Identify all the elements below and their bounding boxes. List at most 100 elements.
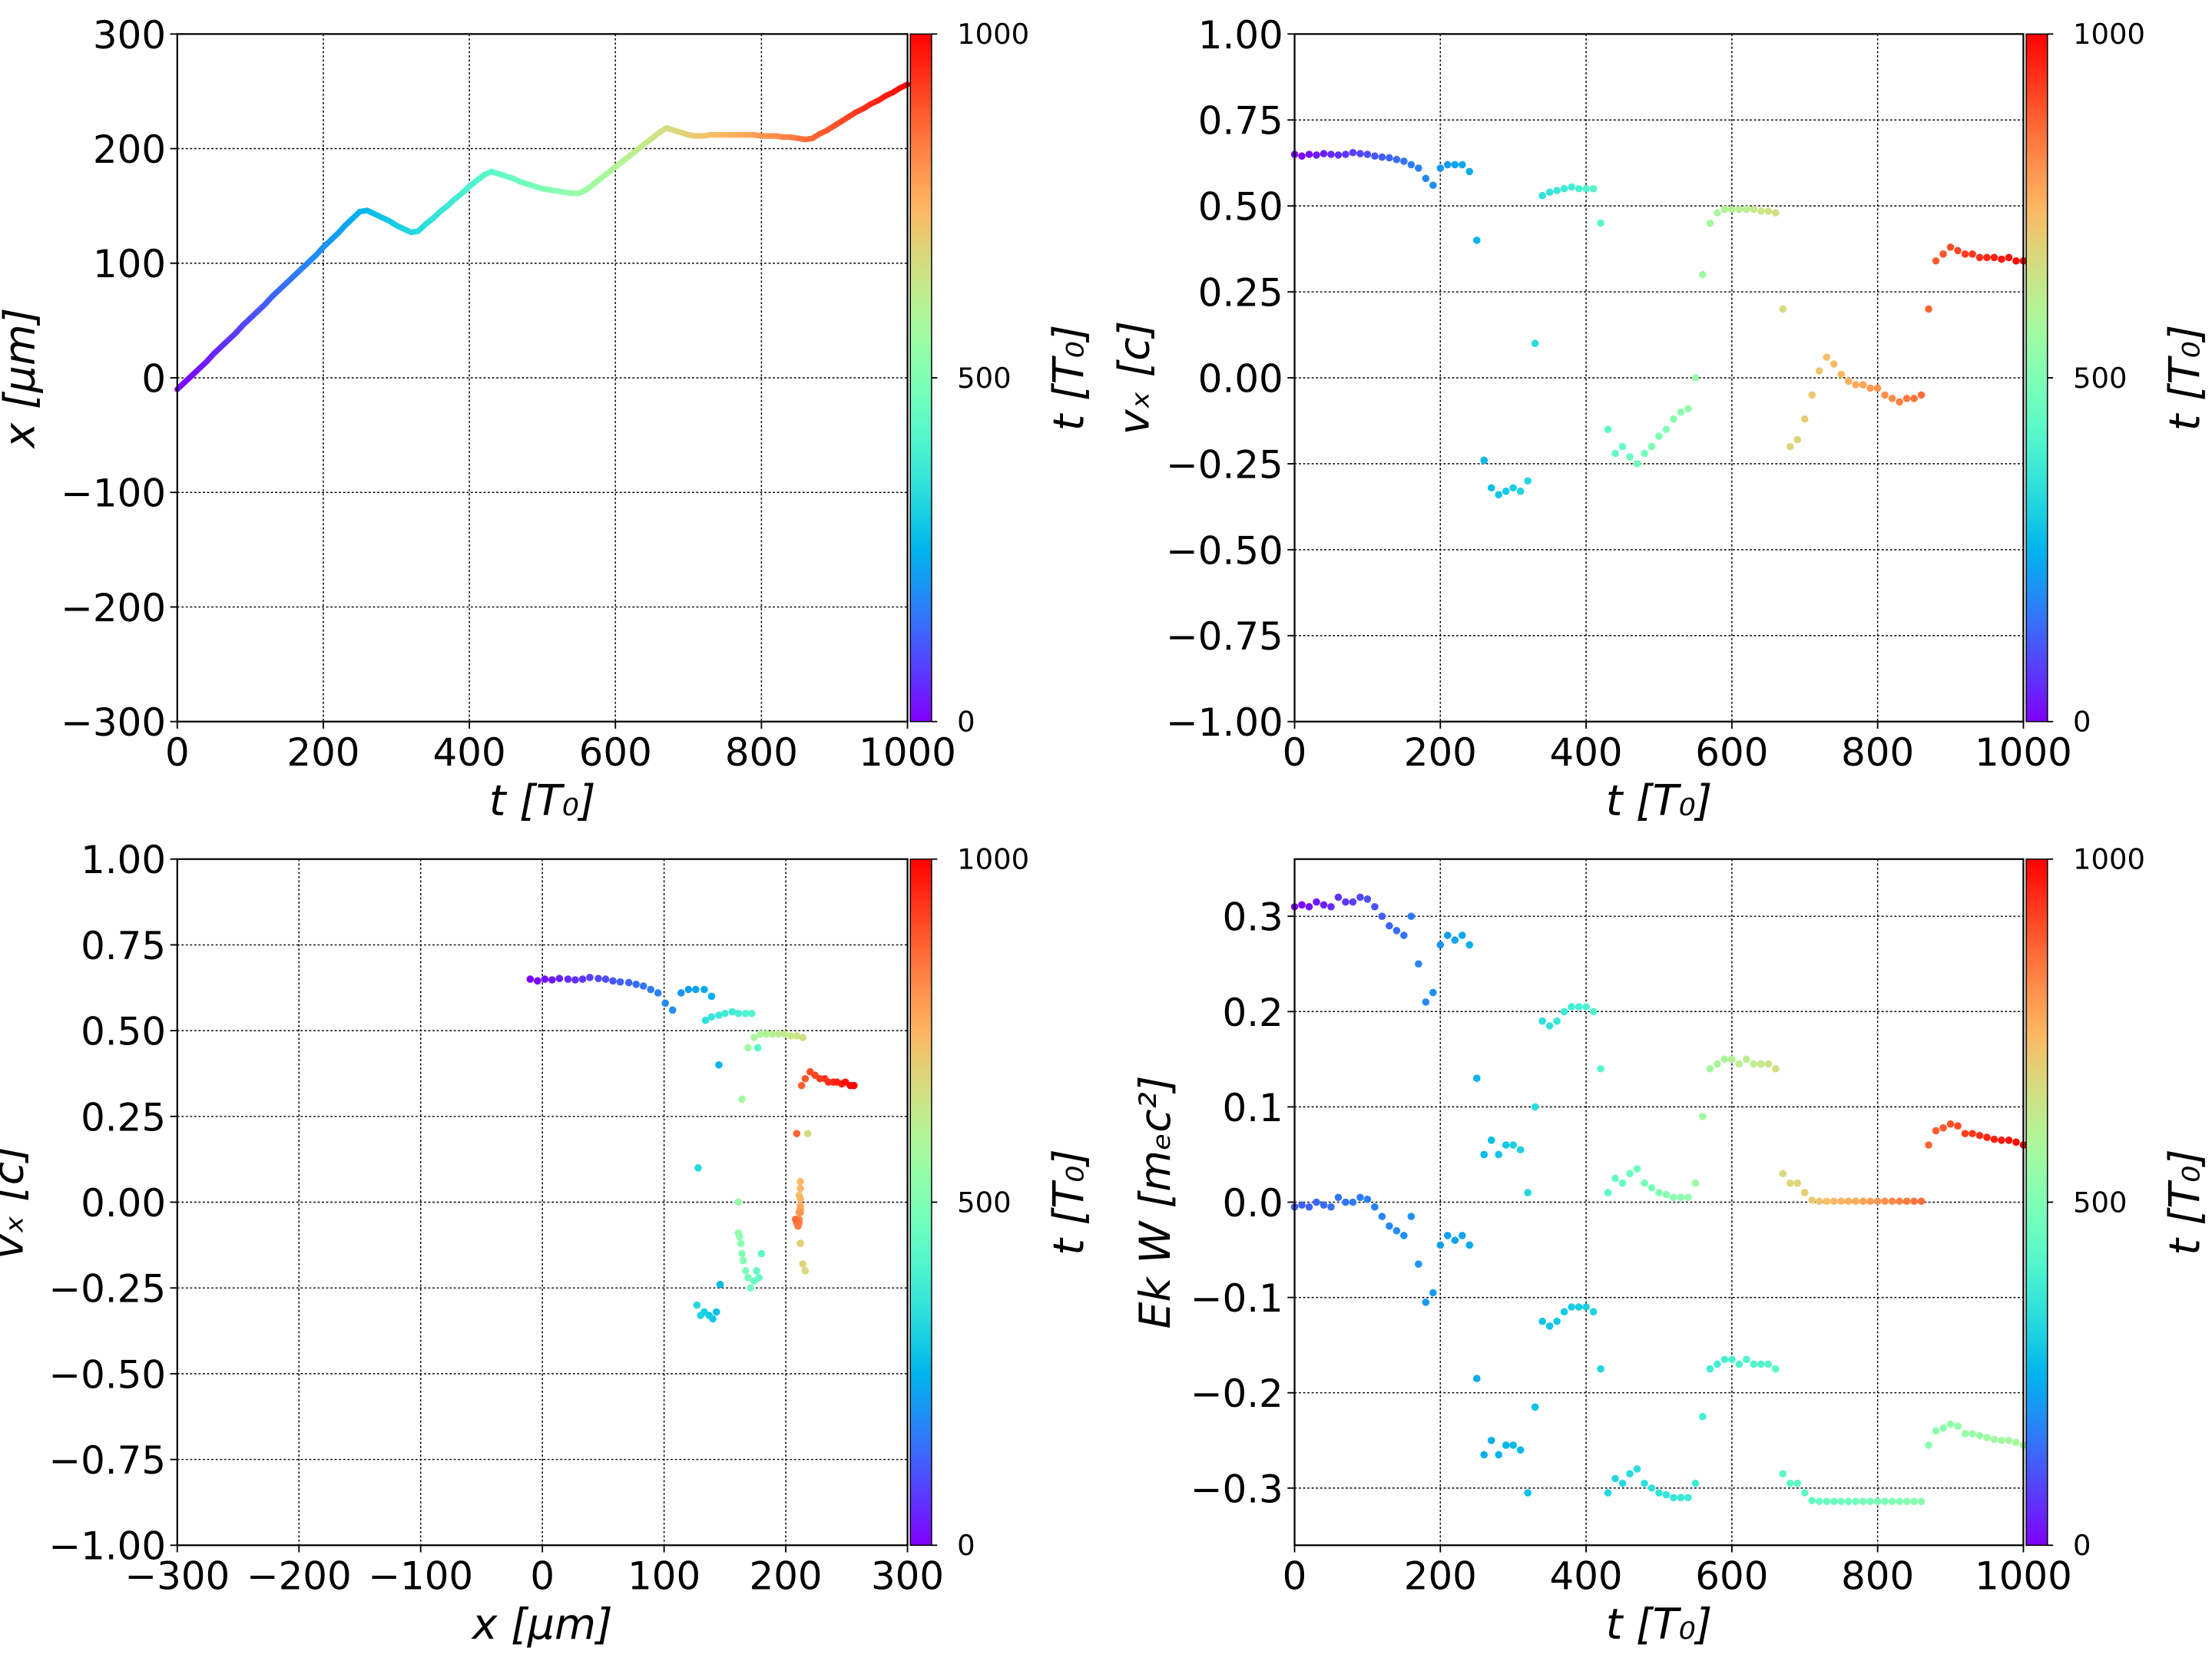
data-point bbox=[1313, 151, 1320, 159]
data-point bbox=[1837, 370, 1846, 379]
data-point bbox=[1641, 1179, 1648, 1187]
data-point bbox=[1568, 183, 1575, 191]
data-point bbox=[1852, 1197, 1859, 1206]
data-point bbox=[564, 975, 572, 983]
data-point bbox=[1641, 449, 1648, 458]
data-point bbox=[1743, 205, 1750, 213]
data-point bbox=[1392, 155, 1401, 164]
data-point bbox=[1575, 1303, 1583, 1311]
data-point bbox=[1553, 1317, 1561, 1325]
data-point bbox=[1502, 1441, 1510, 1449]
data-point bbox=[1386, 1222, 1393, 1230]
data-point bbox=[693, 1301, 701, 1309]
data-point bbox=[1495, 1150, 1503, 1159]
y-tick-label: −0.75 bbox=[48, 1438, 166, 1483]
data-point bbox=[1954, 247, 1962, 255]
data-point bbox=[1866, 1197, 1874, 1206]
x-tick-label: 800 bbox=[725, 730, 798, 775]
data-point bbox=[1502, 1141, 1510, 1149]
data-point bbox=[780, 1030, 789, 1038]
data-point bbox=[1443, 931, 1452, 939]
data-point bbox=[1655, 432, 1663, 440]
data-point bbox=[1844, 1497, 1853, 1505]
data-point bbox=[1611, 1174, 1619, 1183]
data-point bbox=[1655, 1489, 1663, 1497]
data-point bbox=[1436, 1241, 1445, 1249]
data-point bbox=[1575, 1003, 1583, 1011]
data-point bbox=[1582, 1303, 1590, 1311]
data-point bbox=[1560, 1008, 1568, 1016]
data-point bbox=[1465, 167, 1474, 176]
data-point bbox=[1451, 160, 1459, 169]
data-point bbox=[1764, 1360, 1773, 1368]
data-point bbox=[1735, 1060, 1743, 1068]
data-point bbox=[1779, 1170, 1787, 1178]
data-point bbox=[1881, 1197, 1889, 1206]
data-point bbox=[1465, 941, 1474, 949]
data-point bbox=[1764, 207, 1773, 215]
data-point bbox=[1422, 998, 1430, 1006]
data-point bbox=[1538, 1317, 1546, 1325]
data-point bbox=[1990, 1135, 1998, 1143]
data-point bbox=[1363, 1195, 1372, 1203]
data-point bbox=[1961, 1130, 1969, 1137]
data-point bbox=[2012, 256, 2020, 265]
data-point bbox=[1750, 1060, 1758, 1068]
data-point bbox=[1415, 960, 1422, 968]
data-point bbox=[738, 1095, 746, 1104]
data-point bbox=[1597, 1064, 1604, 1073]
data-point bbox=[1691, 1479, 1700, 1487]
data-point bbox=[1961, 250, 1969, 258]
data-point bbox=[712, 1308, 720, 1316]
data-point bbox=[1487, 484, 1495, 492]
data-point bbox=[1349, 1198, 1357, 1206]
data-point bbox=[601, 975, 610, 983]
data-point bbox=[1480, 1150, 1488, 1159]
data-point bbox=[1407, 160, 1416, 169]
data-point bbox=[1859, 1497, 1867, 1505]
data-point bbox=[1714, 1360, 1721, 1368]
data-point bbox=[1495, 491, 1503, 498]
data-point bbox=[1699, 270, 1707, 279]
data-point bbox=[2005, 1137, 2013, 1144]
data-point bbox=[1969, 250, 1976, 258]
data-point bbox=[1589, 1008, 1598, 1016]
colorbar bbox=[2025, 858, 2048, 1546]
colorbar-tick-label: 0 bbox=[957, 1529, 975, 1562]
data-point bbox=[1954, 1122, 1962, 1130]
data-point bbox=[677, 989, 685, 997]
data-point bbox=[747, 1009, 756, 1017]
data-point bbox=[1969, 1130, 1976, 1137]
data-point bbox=[1691, 374, 1700, 382]
data-point bbox=[700, 985, 708, 994]
axes-frame bbox=[176, 858, 909, 1547]
x-tick-label: 800 bbox=[1841, 730, 1914, 775]
data-point bbox=[616, 978, 624, 986]
x-tick-label: −100 bbox=[368, 1554, 473, 1598]
colorbar-tick-label: 0 bbox=[2073, 706, 2091, 739]
data-point bbox=[1415, 1260, 1422, 1268]
data-point bbox=[1371, 902, 1379, 911]
data-point bbox=[753, 1044, 762, 1052]
data-point bbox=[654, 989, 662, 997]
data-point bbox=[1545, 1022, 1554, 1030]
data-point bbox=[1743, 1355, 1750, 1364]
data-point bbox=[1735, 205, 1743, 213]
data-point bbox=[1495, 1451, 1503, 1459]
x-axis-label: t [T₀] bbox=[489, 777, 596, 826]
x-tick-label: 300 bbox=[871, 1554, 944, 1598]
data-point bbox=[609, 977, 617, 985]
data-point bbox=[757, 1030, 764, 1038]
data-point bbox=[1793, 435, 1802, 444]
axes-frame bbox=[176, 33, 909, 723]
data-point bbox=[1823, 353, 1831, 361]
y-tick-label: −0.25 bbox=[1166, 442, 1283, 487]
y-tick-label: 0.1 bbox=[1223, 1086, 1283, 1130]
data-point bbox=[1873, 1497, 1882, 1505]
data-point bbox=[1779, 1470, 1787, 1477]
y-tick-label: −300 bbox=[61, 700, 166, 745]
data-point bbox=[1334, 151, 1343, 159]
data-point bbox=[1443, 1232, 1452, 1239]
data-point bbox=[534, 977, 541, 985]
data-point bbox=[753, 1267, 760, 1275]
